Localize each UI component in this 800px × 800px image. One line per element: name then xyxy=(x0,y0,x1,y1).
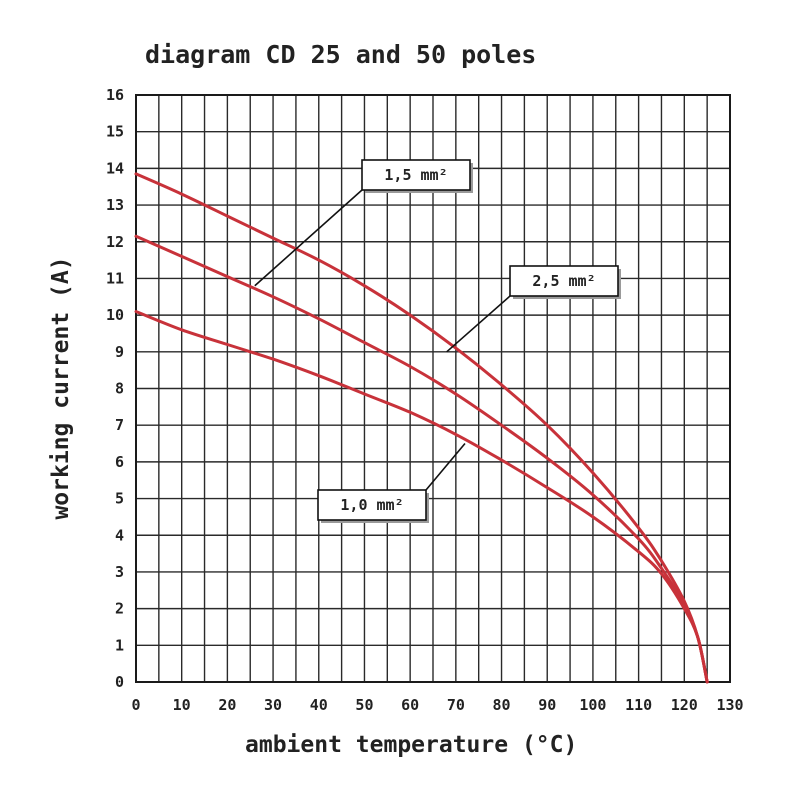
y-tick-label: 15 xyxy=(106,123,124,141)
callout-leader xyxy=(446,295,511,353)
series-line-1 xyxy=(134,172,709,684)
x-tick-label: 0 xyxy=(131,696,140,714)
x-tick-label: 10 xyxy=(173,696,191,714)
y-tick-label: 9 xyxy=(115,343,124,361)
callout-box xyxy=(509,265,619,297)
y-tick-label: 12 xyxy=(106,233,124,251)
series-line-2 xyxy=(134,234,709,684)
callout-label: 2,5 mm² xyxy=(532,272,595,290)
y-tick-label: 5 xyxy=(115,490,124,508)
y-tick-label: 2 xyxy=(115,600,124,618)
y-tick-label: 4 xyxy=(115,526,124,544)
y-tick-label: 16 xyxy=(106,86,124,104)
y-tick-label: 3 xyxy=(115,563,124,581)
series-line-3 xyxy=(134,310,709,684)
x-tick-label: 100 xyxy=(579,696,606,714)
series-lines xyxy=(134,172,709,684)
x-tick-label: 30 xyxy=(264,696,282,714)
x-tick-label: 60 xyxy=(401,696,419,714)
callout-label: 1,5 mm² xyxy=(384,166,447,184)
callout-box xyxy=(361,159,471,191)
callout-box xyxy=(317,489,427,521)
plot-frame xyxy=(135,94,731,683)
y-tick-label: 10 xyxy=(106,306,124,324)
y-tick-label: 6 xyxy=(115,453,124,471)
y-tick-label: 11 xyxy=(106,269,124,287)
y-axis-label: working current (A) xyxy=(48,256,74,519)
x-tick-label: 40 xyxy=(310,696,328,714)
y-tick-label: 13 xyxy=(106,196,124,214)
callouts: 1,5 mm² 2,5 mm² 1,0 mm² xyxy=(254,159,621,523)
callout-label: 1,0 mm² xyxy=(340,496,403,514)
x-tick-label: 120 xyxy=(671,696,698,714)
x-tick-labels: 0 10 20 30 40 50 60 70 80 90 100 110 120 130 xyxy=(131,696,743,714)
callout-leader xyxy=(254,189,363,287)
x-tick-label: 90 xyxy=(538,696,556,714)
y-tick-label: 14 xyxy=(106,159,124,177)
x-tick-label: 20 xyxy=(218,696,236,714)
y-tick-label: 1 xyxy=(115,636,124,654)
x-tick-label: 70 xyxy=(447,696,465,714)
callout-leader xyxy=(425,443,466,491)
y-tick-label: 0 xyxy=(115,673,124,691)
x-tick-label: 130 xyxy=(716,696,743,714)
x-tick-label: 50 xyxy=(355,696,373,714)
y-tick-label: 8 xyxy=(115,380,124,398)
x-tick-label: 110 xyxy=(625,696,652,714)
chart-title: diagram CD 25 and 50 poles xyxy=(145,40,536,69)
x-axis-label: ambient temperature (°C) xyxy=(245,732,577,758)
x-tick-label: 80 xyxy=(493,696,511,714)
y-tick-label: 7 xyxy=(115,416,124,434)
